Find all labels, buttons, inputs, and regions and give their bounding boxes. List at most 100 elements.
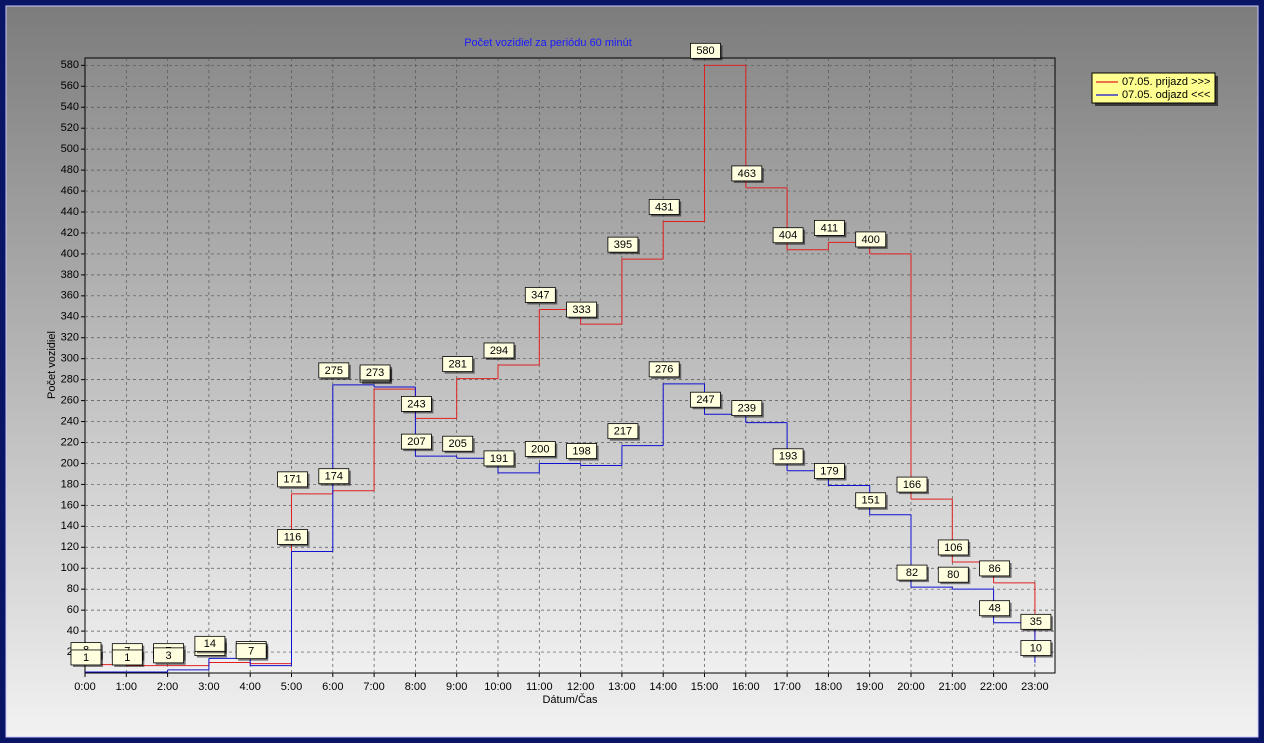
x-tick-label: 3:00 xyxy=(198,681,219,693)
value-label: 243 xyxy=(407,398,425,410)
value-label: 174 xyxy=(325,471,343,483)
value-label-box xyxy=(731,165,763,182)
value-label: 151 xyxy=(862,495,880,507)
x-tick-label: 11:00 xyxy=(526,681,553,693)
value-label-box xyxy=(566,301,597,318)
y-tick-label: 560 xyxy=(61,80,79,92)
value-label: 106 xyxy=(944,542,962,554)
value-label: 193 xyxy=(779,451,797,463)
y-tick-label: 340 xyxy=(61,311,79,323)
x-tick-label: 22:00 xyxy=(980,681,1008,693)
value-label-box xyxy=(400,433,432,450)
value-label: 35 xyxy=(1030,616,1042,628)
value-label-box xyxy=(772,448,804,465)
value-label: 294 xyxy=(490,345,508,357)
value-label-box xyxy=(194,635,226,652)
value-label: 247 xyxy=(696,394,714,406)
y-tick-label: 60 xyxy=(67,604,79,616)
x-tick-label: 7:00 xyxy=(363,681,384,693)
value-label-box xyxy=(318,468,350,485)
value-label: 171 xyxy=(283,474,301,486)
value-label-box xyxy=(442,435,474,452)
value-label-box xyxy=(731,400,763,416)
y-tick-label: 40 xyxy=(67,625,79,637)
value-label-box xyxy=(855,492,887,509)
value-label: 273 xyxy=(366,367,384,379)
value-label: 1 xyxy=(124,652,130,664)
value-label: 347 xyxy=(531,289,549,301)
value-label: 276 xyxy=(655,364,673,376)
value-label-box xyxy=(896,564,928,581)
value-label-box xyxy=(524,441,556,457)
value-label-box xyxy=(566,443,597,459)
value-label: 1 xyxy=(83,652,89,664)
value-label: 80 xyxy=(947,569,959,581)
y-tick-label: 320 xyxy=(61,332,79,344)
y-tick-label: 440 xyxy=(61,206,79,218)
value-label: 431 xyxy=(655,201,673,213)
value-label: 10 xyxy=(1030,642,1042,654)
y-tick-label: 400 xyxy=(61,248,79,260)
x-tick-label: 1:00 xyxy=(116,681,137,693)
value-label-box xyxy=(607,423,639,440)
value-label-box xyxy=(772,227,804,244)
value-label-box xyxy=(648,361,680,378)
x-tick-label: 17:00 xyxy=(773,681,801,693)
value-label-box xyxy=(979,600,1010,617)
y-tick-label: 220 xyxy=(61,436,79,448)
value-label: 333 xyxy=(572,304,590,316)
x-tick-label: 16:00 xyxy=(732,681,760,693)
value-label: 179 xyxy=(820,465,838,477)
y-tick-label: 180 xyxy=(61,478,79,490)
legend xyxy=(1091,72,1218,106)
x-tick-label: 12:00 xyxy=(567,681,595,693)
value-label: 463 xyxy=(738,168,756,180)
value-label: 198 xyxy=(572,445,590,457)
value-label: 86 xyxy=(988,563,1000,575)
x-tick-label: 15:00 xyxy=(691,681,719,693)
value-label: 82 xyxy=(906,567,918,579)
y-tick-label: 420 xyxy=(61,227,79,239)
value-label: 48 xyxy=(988,603,1000,615)
y-tick-label: 80 xyxy=(67,583,79,595)
value-label-box xyxy=(814,219,845,236)
value-label: 580 xyxy=(696,45,714,57)
value-label: 166 xyxy=(903,479,921,491)
value-label: 217 xyxy=(614,426,632,438)
y-tick-label: 260 xyxy=(61,395,79,407)
value-label-box xyxy=(896,476,928,493)
value-label-box xyxy=(235,643,267,660)
value-label: 3 xyxy=(166,650,172,662)
x-tick-label: 6:00 xyxy=(322,681,343,693)
value-label: 404 xyxy=(779,230,797,242)
y-tick-label: 460 xyxy=(61,185,79,197)
x-tick-label: 9:00 xyxy=(446,681,467,693)
value-label-box xyxy=(111,649,143,666)
value-label-box xyxy=(690,391,721,408)
value-label-box xyxy=(442,356,474,372)
value-label-box xyxy=(814,463,845,479)
value-label-box xyxy=(400,396,432,412)
x-tick-label: 14:00 xyxy=(649,681,677,693)
y-tick-label: 100 xyxy=(61,562,79,574)
value-label: 411 xyxy=(821,222,839,234)
x-tick-label: 19:00 xyxy=(856,681,884,693)
y-tick-label: 580 xyxy=(61,59,79,71)
y-tick-label: 520 xyxy=(61,122,79,134)
value-label: 281 xyxy=(449,359,467,371)
value-label-box xyxy=(277,471,308,488)
legend-box xyxy=(1091,72,1216,104)
value-label: 395 xyxy=(614,239,632,251)
legend-label: 07.05. prijazd >>> xyxy=(1122,76,1210,88)
chart-title: Počet vozidiel za periódu 60 minút xyxy=(464,37,632,49)
legend-label: 07.05. odjazd <<< xyxy=(1122,89,1210,101)
y-tick-label: 480 xyxy=(61,164,79,176)
value-label: 207 xyxy=(407,436,425,448)
value-label: 200 xyxy=(531,443,549,455)
value-label-box xyxy=(277,529,308,545)
y-tick-label: 500 xyxy=(61,143,79,155)
value-label-box xyxy=(937,539,969,556)
value-label-box xyxy=(483,450,515,467)
value-label-box xyxy=(855,231,887,248)
